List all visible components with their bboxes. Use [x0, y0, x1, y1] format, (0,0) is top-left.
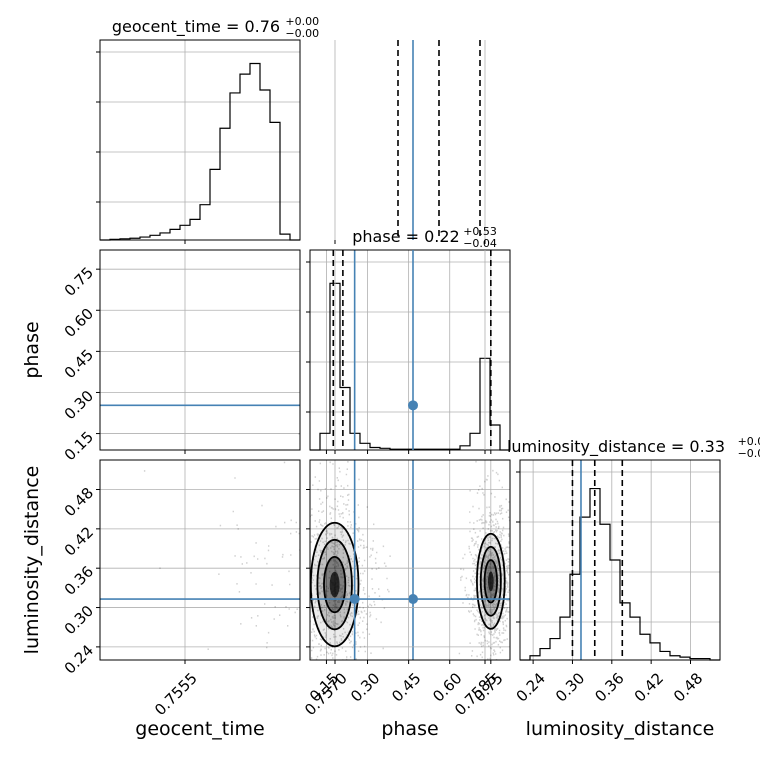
diag-title-geocent_time: geocent_time = 0.76 — [112, 17, 280, 37]
x-tick-label: 0.48 — [670, 669, 706, 705]
x-tick-label: 0.7555 — [151, 669, 201, 719]
contour-line — [323, 555, 347, 614]
histogram-geocent_time — [100, 62, 300, 241]
panel-frame — [99, 39, 301, 241]
truth-point — [408, 400, 418, 411]
contour-line — [483, 559, 498, 604]
truth-point — [349, 594, 360, 605]
y-tick-label: 0.30 — [61, 602, 97, 638]
y-tick-label: 0.30 — [61, 387, 97, 423]
panel-geocent_time-vs-luminosity_distance — [99, 459, 486, 661]
panel-content — [143, 461, 463, 650]
y-tick-label: 0.48 — [61, 484, 97, 520]
y-tick-label: 0.24 — [61, 641, 97, 677]
y-tick-label: 0.75 — [61, 264, 97, 300]
contour-line — [479, 545, 502, 617]
density-level — [418, 561, 463, 583]
contour-line — [310, 521, 360, 648]
x-tick-label: 0.45 — [388, 669, 424, 705]
panel-geocent_time-vs-phase — [99, 249, 486, 451]
y-axis-label-phase: phase — [21, 321, 43, 378]
panel-frame — [309, 459, 511, 661]
density-level — [415, 411, 464, 429]
diag-title-phase: phase = 0.22 — [352, 227, 459, 246]
x-tick-label: 0.30 — [552, 669, 588, 705]
x-axis-luminosity_distance: 0.24 0.30 0.36 0.42 0.48 luminosity_distance — [513, 660, 715, 740]
x-tick-label: 0.24 — [513, 669, 549, 705]
x-axis-label-phase: phase — [381, 718, 438, 740]
density-level — [487, 571, 494, 592]
panel-frame — [99, 249, 301, 451]
x-tick-label: 0.36 — [591, 669, 627, 705]
histogram-luminosity_distance — [520, 487, 720, 661]
panel-phase-vs-luminosity_distance — [309, 459, 511, 661]
panel-frame — [519, 459, 721, 661]
density-level — [429, 416, 452, 424]
y-tick-label: 0.45 — [61, 346, 97, 382]
contour-line — [415, 411, 464, 429]
y-tick-label: 0.36 — [61, 563, 97, 599]
title-plus: +0.00 — [285, 15, 319, 28]
panel-frame — [309, 249, 511, 451]
y-axis-phase: 0.15 0.30 0.45 0.60 0.75 phase — [21, 264, 100, 464]
title-minus: −0.04 — [463, 237, 497, 250]
y-tick-label: 0.60 — [61, 305, 97, 341]
diag-panel-phase: phase = 0.22 +0.53−0.04 — [306, 225, 511, 451]
panel-frame — [99, 459, 301, 661]
diag-panel-geocent_time: geocent_time = 0.76 +0.00−0.00 — [96, 15, 486, 241]
x-axis-label-geocent_time: geocent_time — [135, 718, 264, 740]
y-tick-label: 0.15 — [61, 428, 97, 464]
histogram-phase — [310, 282, 510, 451]
contour-line — [476, 532, 506, 630]
scatter-points — [143, 461, 300, 650]
y-axis-luminosity_distance: 0.240.300.36 0.420.48 luminosity_distance — [21, 466, 100, 678]
title-minus: −0.03 — [738, 447, 760, 460]
title-minus: −0.00 — [285, 27, 319, 40]
x-tick-label: 0.42 — [631, 669, 667, 705]
title-plus: +0.53 — [463, 225, 497, 238]
title-plus: +0.04 — [738, 435, 760, 448]
density-level — [329, 571, 340, 598]
x-axis-label-luminosity_distance: luminosity_distance — [526, 718, 715, 740]
y-tick-label: 0.42 — [61, 523, 97, 559]
contour-line — [316, 538, 353, 631]
diag-title-luminosity_distance: luminosity_distance = 0.33 — [507, 437, 725, 457]
x-tick-label: 0.30 — [347, 669, 383, 705]
y-axis-label-luminosity_distance: luminosity_distance — [21, 466, 43, 655]
diag-panel-luminosity_distance: luminosity_distance = 0.33 +0.04−0.03 — [507, 435, 760, 661]
